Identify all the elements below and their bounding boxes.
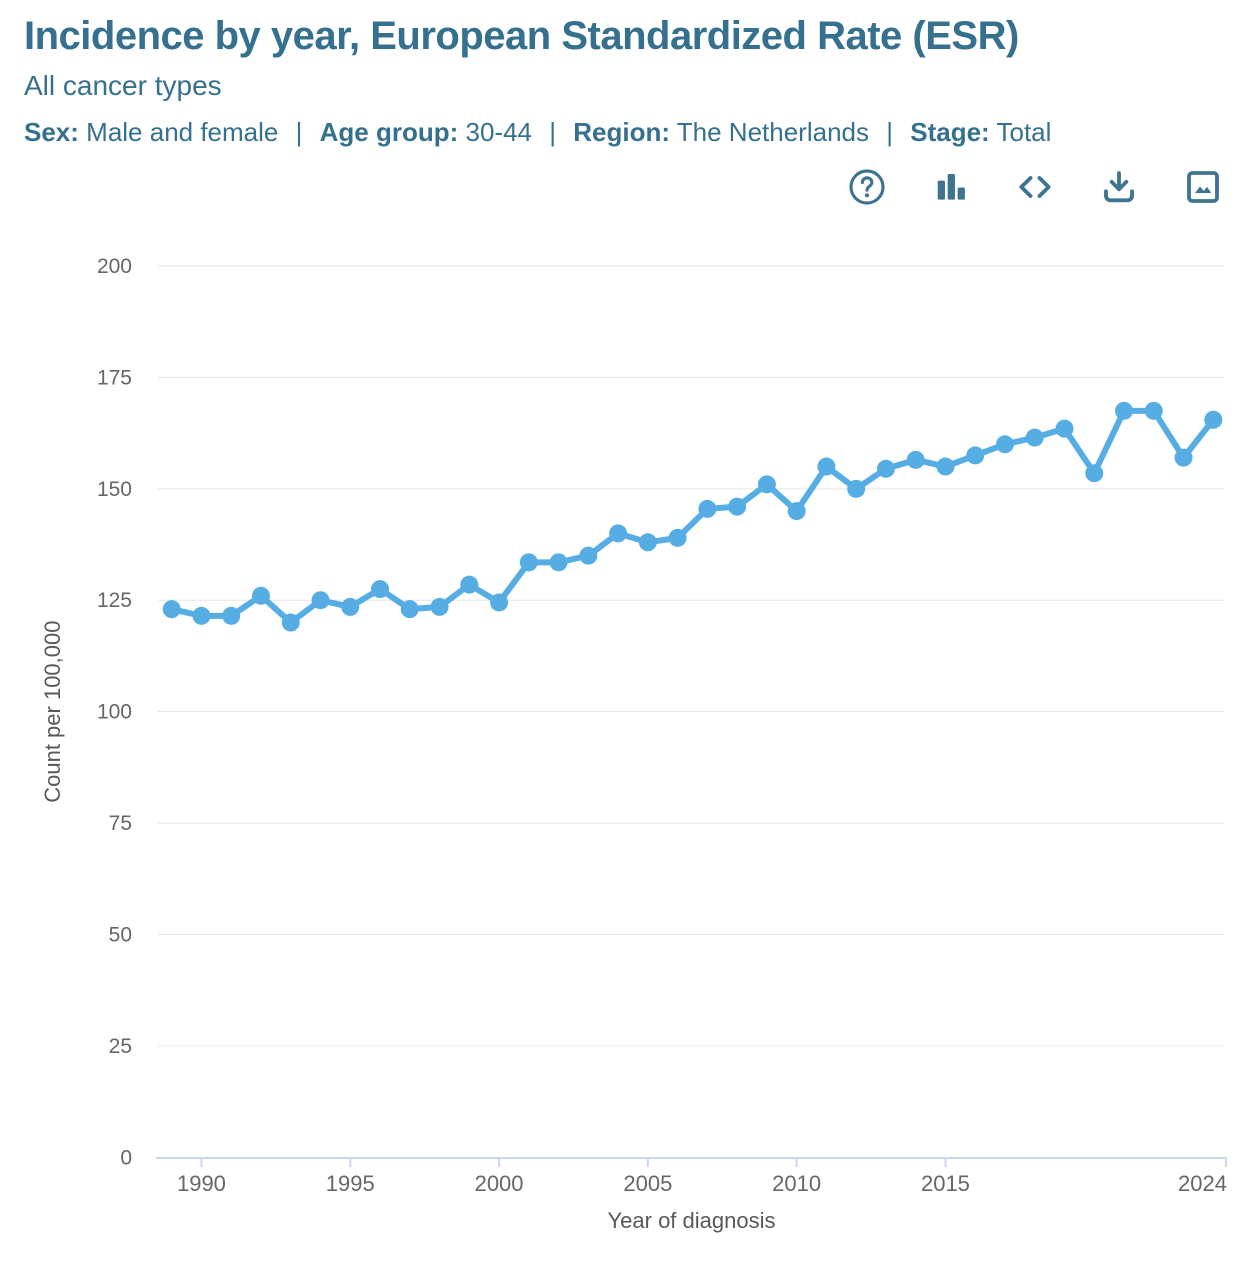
- data-point[interactable]: [1115, 401, 1134, 420]
- x-tick-label: 1990: [177, 1171, 226, 1196]
- data-point[interactable]: [847, 479, 866, 498]
- data-point[interactable]: [906, 450, 925, 469]
- chart-area: 0 25 50 75 100 125 150 175 200 1990 1995 2000 2005 20…: [0, 244, 1249, 1259]
- series-line: [168, 407, 1217, 626]
- data-point[interactable]: [817, 457, 836, 476]
- data-point[interactable]: [1085, 464, 1104, 483]
- download-button[interactable]: [1099, 167, 1139, 207]
- data-point[interactable]: [490, 593, 509, 612]
- data-point[interactable]: [698, 499, 717, 518]
- chart-toolbar: [0, 166, 1249, 208]
- page-title: Incidence by year, European Standardized…: [24, 14, 1019, 58]
- filter-separator: |: [295, 117, 303, 147]
- filter-label-sex: Sex:: [24, 117, 79, 147]
- y-axis-title: Count per 100,000: [40, 621, 65, 803]
- filter-label-stage: Stage:: [910, 117, 990, 147]
- data-point[interactable]: [519, 553, 538, 572]
- y-tick-label: 25: [109, 1035, 132, 1058]
- data-point[interactable]: [1144, 401, 1163, 420]
- y-tick-label: 0: [120, 1146, 132, 1169]
- data-point[interactable]: [341, 597, 360, 616]
- data-point[interactable]: [1174, 448, 1193, 467]
- bar-chart-icon: [937, 174, 965, 200]
- download-icon: [1104, 171, 1134, 203]
- filter-separator: |: [886, 117, 894, 147]
- data-point[interactable]: [668, 528, 687, 547]
- filter-summary: Sex: Male and female | Age group: 30-44 …: [24, 117, 1225, 148]
- y-tick-label: 75: [109, 812, 132, 835]
- x-tick-label: 2024: [1178, 1171, 1227, 1196]
- data-point[interactable]: [757, 475, 776, 494]
- embed-code-button[interactable]: [1015, 167, 1055, 207]
- filter-label-region: Region:: [573, 117, 671, 147]
- image-export-button[interactable]: [1183, 167, 1223, 207]
- x-tick-label: 2000: [475, 1171, 524, 1196]
- data-point[interactable]: [609, 524, 628, 543]
- data-point[interactable]: [192, 606, 211, 625]
- chart-type-button[interactable]: [931, 167, 971, 207]
- x-axis-title: Year of diagnosis: [608, 1208, 776, 1233]
- data-point[interactable]: [1204, 410, 1223, 429]
- y-tick-label: 50: [109, 923, 132, 946]
- x-tick-label: 2005: [623, 1171, 672, 1196]
- x-tick-label: 2015: [921, 1171, 970, 1196]
- data-point[interactable]: [995, 435, 1014, 454]
- data-point[interactable]: [1025, 428, 1044, 447]
- image-icon: [1187, 171, 1219, 203]
- filter-label-age-group: Age group:: [319, 117, 459, 147]
- data-point[interactable]: [1055, 419, 1074, 438]
- data-point[interactable]: [460, 575, 479, 594]
- data-point[interactable]: [728, 497, 747, 516]
- data-point[interactable]: [311, 591, 330, 610]
- x-tick-label: 1995: [326, 1171, 375, 1196]
- question-circle-icon: [849, 169, 885, 205]
- data-point[interactable]: [430, 597, 449, 616]
- y-tick-label: 200: [97, 255, 132, 278]
- data-point[interactable]: [936, 457, 955, 476]
- data-point[interactable]: [549, 553, 568, 572]
- data-point[interactable]: [162, 600, 181, 619]
- line-chart[interactable]: 0 25 50 75 100 125 150 175 200 1990 1995 2000 2005 20…: [0, 244, 1249, 1254]
- data-point[interactable]: [787, 502, 806, 521]
- chart-header: Incidence by year, European Standardized…: [0, 0, 1249, 148]
- code-icon: [1019, 176, 1051, 198]
- y-tick-label: 175: [97, 366, 132, 389]
- filter-separator: |: [549, 117, 557, 147]
- y-tick-label: 150: [97, 478, 132, 501]
- y-tick-label: 125: [97, 589, 132, 612]
- data-point[interactable]: [638, 533, 657, 552]
- data-point[interactable]: [281, 613, 300, 632]
- data-point[interactable]: [876, 459, 895, 478]
- help-button[interactable]: [847, 167, 887, 207]
- filter-value-region: The Netherlands: [676, 117, 870, 147]
- data-point[interactable]: [579, 546, 598, 565]
- data-point[interactable]: [371, 580, 390, 599]
- filter-value-age-group: 30-44: [465, 117, 533, 147]
- filter-value-stage: Total: [996, 117, 1052, 147]
- x-tick-label: 2010: [772, 1171, 821, 1196]
- data-point[interactable]: [966, 446, 985, 465]
- data-point[interactable]: [251, 586, 270, 605]
- chart-subtitle: All cancer types: [24, 70, 222, 101]
- data-point[interactable]: [400, 600, 419, 619]
- data-point[interactable]: [222, 606, 241, 625]
- filter-value-sex: Male and female: [86, 117, 279, 147]
- y-tick-label: 100: [97, 701, 132, 724]
